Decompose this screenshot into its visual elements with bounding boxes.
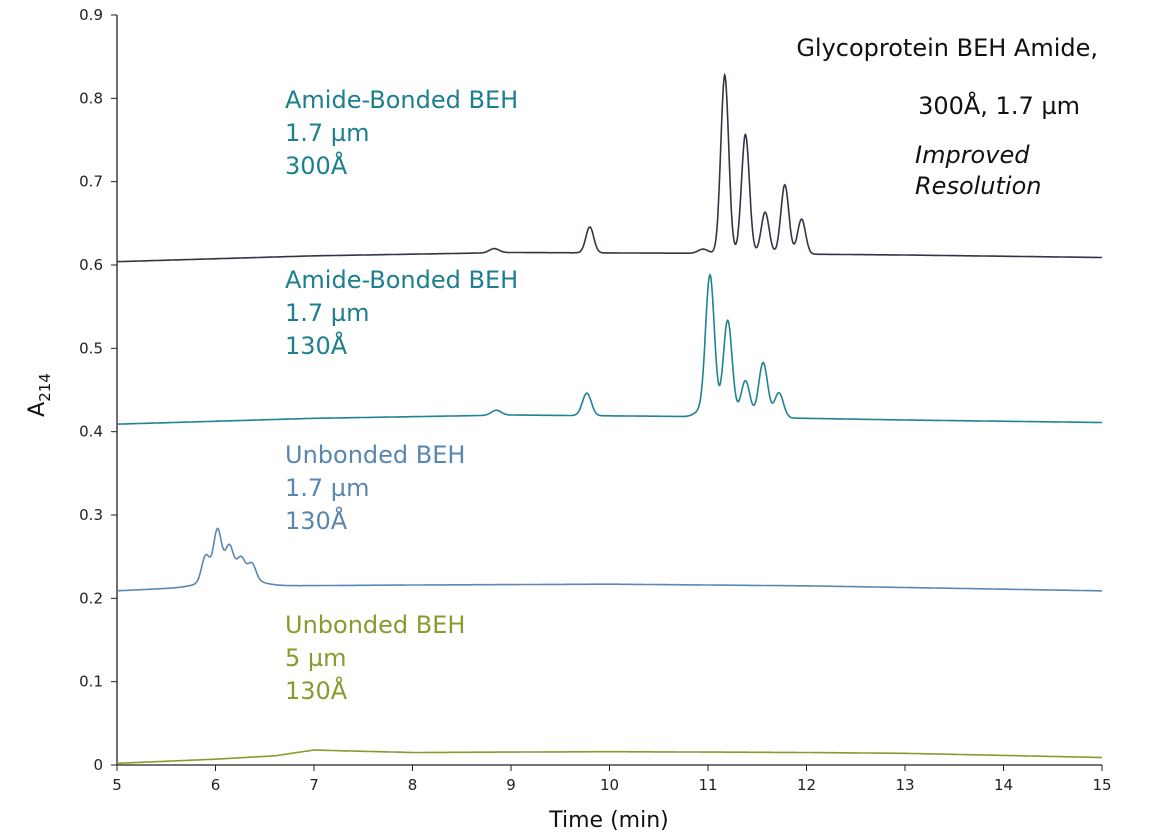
chart-title-line-2: 300Å, 1.7 µm <box>918 91 1080 120</box>
series-label-3: 1.7 µm <box>285 474 369 502</box>
x-tick-label: 8 <box>408 776 418 794</box>
x-tick-label: 11 <box>698 776 717 794</box>
y-tick-label: 0.5 <box>79 339 103 357</box>
y-tick-label: 0.6 <box>79 256 103 274</box>
chart-title-line-1: Glycoprotein BEH Amide, <box>796 34 1098 62</box>
series-line-1 <box>117 72 1102 263</box>
y-tick-label: 0.8 <box>79 89 103 107</box>
series-label-2: 1.7 µm <box>285 299 369 327</box>
annotation-line-2: Resolution <box>915 172 1041 200</box>
x-axis-label: Time (min) <box>548 808 669 833</box>
series-line-4 <box>117 749 1102 765</box>
x-tick-label: 6 <box>211 776 221 794</box>
x-tick-label: 14 <box>994 776 1013 794</box>
y-tick-label: 0.7 <box>79 173 103 191</box>
x-tick-label: 12 <box>797 776 816 794</box>
series-label-4: Unbonded BEH <box>285 611 465 639</box>
y-axis-label-sub: 214 <box>36 373 54 402</box>
y-tick-label: 0.3 <box>79 506 103 524</box>
series-label-4: 130Å <box>285 676 348 705</box>
series-label-1: 1.7 µm <box>285 119 369 147</box>
y-axis-label: A214 <box>25 373 54 417</box>
x-tick-label: 9 <box>506 776 516 794</box>
axes: 5 6 7 8 9 10 11 12 13 14 15 0 0.1 0.2 0.3 0.4 0.5 0.6 0.7 0… <box>79 6 1111 794</box>
series-labels: Amide-Bonded BEH 1.7 µm 300Å Amide-Bonded B… <box>285 86 518 705</box>
series-label-2: 130Å <box>285 331 348 360</box>
series-label-1: Amide-Bonded BEH <box>285 86 518 114</box>
traces <box>117 72 1102 765</box>
series-line-2 <box>117 273 1102 425</box>
y-tick-label: 0.9 <box>79 6 103 24</box>
y-tick-label: 0.4 <box>79 423 103 441</box>
y-axis-label-main: A <box>25 402 50 417</box>
x-tick-label: 13 <box>895 776 914 794</box>
x-tick-label: 5 <box>112 776 122 794</box>
annotation-line-1: Improved <box>915 141 1030 169</box>
y-tick-label: 0.2 <box>79 589 103 607</box>
series-label-1: 300Å <box>285 151 348 180</box>
x-tick-label: 7 <box>309 776 319 794</box>
series-label-3: Unbonded BEH <box>285 441 465 469</box>
y-tick-label: 0.1 <box>79 673 103 691</box>
series-line-3 <box>117 527 1102 592</box>
series-label-2: Amide-Bonded BEH <box>285 266 518 294</box>
x-tick-label: 10 <box>600 776 619 794</box>
series-label-3: 130Å <box>285 506 348 535</box>
series-label-4: 5 µm <box>285 644 347 672</box>
y-tick-label: 0 <box>93 756 103 774</box>
x-tick-label: 15 <box>1092 776 1111 794</box>
svg-text:A214: A214 <box>25 373 54 417</box>
